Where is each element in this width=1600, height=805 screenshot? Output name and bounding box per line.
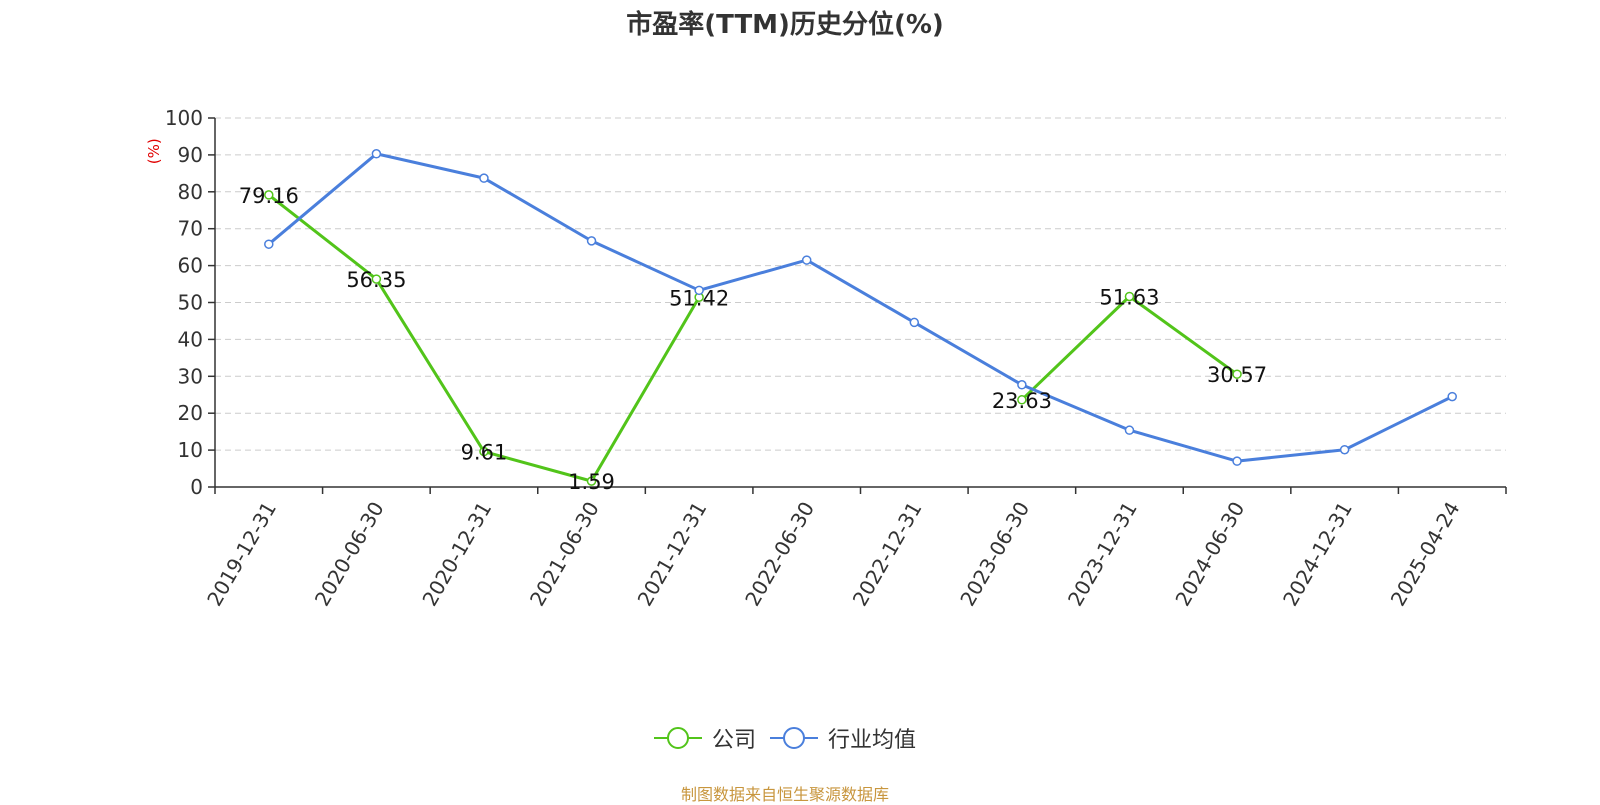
series-0-line	[267, 193, 701, 483]
series-1-point	[586, 236, 597, 246]
data-label: 1.59	[568, 470, 615, 494]
legend-label: 行业均值	[828, 728, 917, 753]
y-tick-label: 40	[178, 327, 203, 351]
y-tick-label: 30	[178, 364, 203, 388]
series-1-line	[267, 152, 1453, 463]
series-0-point	[1124, 291, 1135, 302]
series-0-point	[479, 446, 489, 457]
y-tick-label: 70	[178, 217, 203, 241]
series-1-point	[264, 239, 274, 249]
data-labels: 79.16 56.35 9.61 1.59 51.42 23.63 51.63 30.57	[239, 184, 1267, 494]
legend-item-1[interactable]: 行业均值	[770, 722, 916, 754]
x-tick-label: 2022-06-30	[740, 498, 819, 611]
legend-marker-circle	[783, 727, 805, 749]
legend-item-0[interactable]: 公司	[653, 722, 756, 754]
series-1-point	[371, 149, 382, 159]
y-tick-label: 90	[178, 143, 203, 167]
series-1-point	[909, 317, 920, 328]
series-1-point	[1232, 456, 1242, 466]
y-tick-label: 10	[178, 438, 203, 462]
series-1-point	[694, 285, 704, 296]
x-tick-label: 2024-12-31	[1278, 498, 1357, 611]
series-1-point	[1339, 444, 1350, 455]
x-tick-label: 2023-06-30	[955, 498, 1034, 611]
legend: 公司 行业均值	[0, 722, 1570, 754]
x-tick-label: 2024-06-30	[1170, 498, 1249, 611]
source-note: 制图数据来自恒生聚源数据库	[680, 785, 889, 804]
legend-label: 公司	[711, 728, 756, 753]
series-0-point	[264, 190, 274, 200]
y-tick-label: 50	[178, 291, 203, 315]
series-0-point	[371, 274, 382, 284]
x-tick-label: 2020-06-30	[310, 498, 389, 611]
y-tick-label: 100	[165, 106, 203, 130]
data-label: 9.61	[461, 441, 508, 465]
series-1-point	[1124, 425, 1135, 435]
data-label: 56.35	[346, 268, 406, 292]
data-label: 51.42	[669, 286, 729, 310]
x-tick-label: 2020-12-31	[417, 498, 496, 611]
series-1-point	[801, 255, 812, 265]
legend-marker-icon	[770, 727, 818, 749]
y-tick-label: 60	[178, 254, 203, 278]
y-axis-label: (%)	[145, 138, 163, 164]
chart-title: 市盈率(TTM)历史分位(%)	[626, 10, 944, 40]
x-tick-label: 2021-06-30	[525, 498, 604, 611]
x-tick-label: 2019-12-31	[202, 498, 281, 611]
axes: 0 10 20 30 40 50 60 70 80 90 100(%) 2019-12-31 2020-…	[145, 106, 1507, 611]
grid-lines	[215, 117, 1506, 451]
y-tick-label: 80	[178, 180, 203, 204]
series	[264, 149, 1457, 486]
x-tick-label: 2023-12-31	[1063, 498, 1142, 611]
x-tick-label: 2022-12-31	[848, 498, 927, 611]
series-0-line	[1020, 294, 1238, 401]
legend-marker-icon	[653, 727, 702, 749]
series-0-point	[1232, 369, 1242, 379]
y-tick-label: 20	[178, 401, 203, 425]
data-label: 23.63	[992, 389, 1052, 413]
legend-marker-circle	[666, 727, 689, 749]
line-chart: 0 10 20 30 40 50 60 70 80 90 100(%) 2019-12-31 2020-…	[145, 106, 1507, 611]
series-0-point	[586, 476, 597, 486]
data-label: 30.57	[1207, 363, 1267, 387]
series-1-point	[479, 173, 489, 183]
series-0-point	[1017, 395, 1027, 405]
series-1-point	[1447, 391, 1457, 402]
data-label: 79.16	[239, 184, 299, 208]
x-tick-label: 2025-04-24	[1386, 498, 1465, 611]
x-tick-label: 2021-12-31	[633, 498, 712, 611]
data-label: 51.63	[1099, 285, 1159, 309]
series-1-point	[1017, 380, 1027, 390]
y-tick-label: 0	[190, 475, 203, 499]
